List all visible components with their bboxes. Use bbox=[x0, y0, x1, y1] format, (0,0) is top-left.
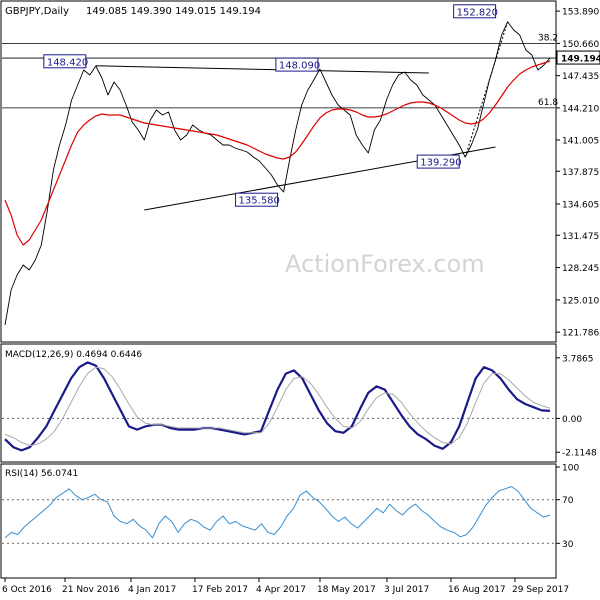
resistance-trendline bbox=[95, 65, 429, 74]
price-series-gbpjpy bbox=[4, 21, 551, 326]
x-tick-label: 17 Feb 2017 bbox=[192, 585, 248, 595]
price-panel bbox=[0, 0, 557, 343]
annotation-label: 148.420 bbox=[47, 57, 88, 68]
annotation-box bbox=[235, 192, 279, 207]
x-tick-label: 21 Nov 2016 bbox=[62, 585, 120, 595]
watermark: ActionForex.com bbox=[285, 250, 485, 278]
price-ytick-label: 128.245 bbox=[562, 264, 599, 274]
macd-ytick-label: 3.7865 bbox=[562, 354, 594, 364]
x-tick-label: 16 Aug 2017 bbox=[448, 585, 506, 595]
x-tick-label: 6 Oct 2016 bbox=[2, 585, 52, 595]
annotation-label: 152.820 bbox=[457, 7, 498, 18]
fib-level-label: 38.2 bbox=[538, 33, 558, 43]
rsi-title: RSI(14) 56.0741 bbox=[5, 469, 78, 479]
x-tick-label: 4 Jan 2017 bbox=[128, 585, 176, 595]
price-ytick-label: 144.210 bbox=[562, 104, 599, 114]
price-ytick-label: 150.660 bbox=[562, 40, 599, 50]
macd-ytick-label: 0.00 bbox=[562, 415, 582, 425]
macd-series-signal bbox=[4, 366, 551, 447]
macd-layer: MACD(12,26,9) 0.4694 0.6446 3.7865 0.00 -2.… bbox=[2, 350, 597, 459]
annotation-box bbox=[43, 54, 87, 69]
rsi-panel bbox=[0, 463, 557, 579]
rsi-ytick-label: 100 bbox=[562, 464, 579, 474]
last-price-label: 149.194 bbox=[561, 55, 600, 65]
macd-title: MACD(12,26,9) 0.4694 0.6446 bbox=[5, 350, 142, 360]
macd-panel bbox=[0, 343, 557, 463]
price-ytick-label: 153.890 bbox=[562, 8, 599, 18]
x-tick-label: 29 Sep 2017 bbox=[512, 585, 569, 595]
annotation-label: 148.090 bbox=[279, 61, 320, 72]
price-ytick-label: 137.875 bbox=[562, 168, 599, 178]
rsi-layer: RSI(14) 56.0741 100 70 30 bbox=[2, 464, 579, 550]
annotation-label: 135.580 bbox=[239, 196, 280, 207]
x-tick-label: 4 Apr 2017 bbox=[256, 585, 306, 595]
macd-ytick-label: -2.1148 bbox=[562, 449, 597, 459]
price-layer: 153.890 150.660 147.435 144.210 141.005 137.8… bbox=[2, 4, 600, 339]
price-ytick-label: 125.010 bbox=[562, 296, 599, 306]
price-ytick-label: 141.005 bbox=[562, 136, 599, 146]
rsi-series-rsi bbox=[4, 486, 551, 539]
price-ytick-label: 131.475 bbox=[562, 232, 599, 242]
last-price-box bbox=[556, 50, 600, 65]
macd-series-macd bbox=[4, 361, 551, 452]
price-ytick-label: 134.605 bbox=[562, 200, 599, 210]
price-ytick-label: 147.435 bbox=[562, 72, 599, 82]
x-axis: 6 Oct 2016 21 Nov 2016 4 Jan 2017 17 Feb 20… bbox=[2, 578, 569, 595]
header-symbol: GBPJPY,Daily bbox=[5, 6, 69, 17]
rsi-ytick-label: 70 bbox=[562, 496, 574, 506]
annotation-box bbox=[275, 57, 319, 72]
rsi-ytick-label: 30 bbox=[562, 540, 574, 550]
price-series-ma bbox=[4, 60, 551, 246]
fib-level-label: 61.8 bbox=[538, 98, 558, 108]
annotation-box bbox=[416, 154, 460, 169]
annotation-label: 139.290 bbox=[420, 158, 461, 169]
x-tick-label: 3 Jul 2017 bbox=[384, 585, 429, 595]
x-tick-label: 18 May 2017 bbox=[317, 585, 376, 595]
header-ohlc: 149.085 149.390 149.015 149.194 bbox=[86, 6, 261, 17]
annotation-box bbox=[453, 4, 497, 19]
price-ytick-label: 121.7865 bbox=[562, 329, 600, 339]
